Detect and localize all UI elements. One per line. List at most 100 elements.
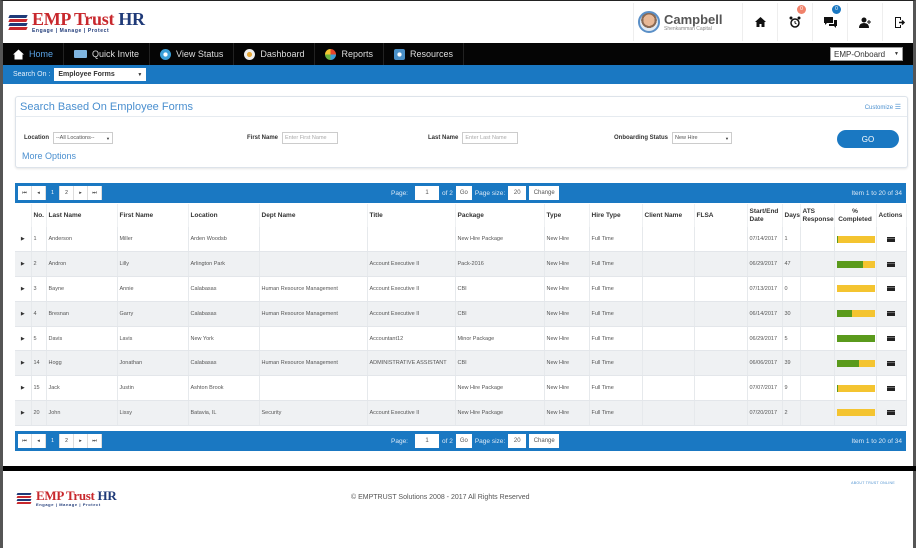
user-profile[interactable]: Campbell Shenkamman Capital	[633, 3, 743, 41]
next-page-button[interactable]: ▸	[74, 434, 88, 448]
nav-view-status[interactable]: View Status	[150, 43, 235, 65]
app-logo[interactable]: EMP Trust HR Engage | Manage | Protect	[8, 10, 145, 34]
actions-menu-icon[interactable]	[887, 385, 895, 391]
page-2-button[interactable]: 2	[60, 186, 74, 200]
page-input[interactable]: 1	[415, 434, 439, 448]
cell-date: 06/29/2017	[747, 251, 783, 278]
expand-row-icon[interactable]: ▶	[15, 301, 32, 327]
page-2-button[interactable]: 2	[60, 434, 74, 448]
table-row[interactable]: ▶ 15 Jack Justin Ashton Brook New Hire Packag…	[15, 375, 907, 402]
col-start-end-date[interactable]: Start/End Date	[747, 204, 783, 227]
cell-dept	[259, 375, 368, 402]
col-title[interactable]: Title	[367, 204, 456, 227]
table-row[interactable]: ▶ 3 Bayne Annie Calabasas Human Resource Mana…	[15, 276, 907, 302]
expand-row-icon[interactable]: ▶	[15, 350, 32, 377]
search-go-button[interactable]: GO	[837, 130, 899, 148]
search-on-label: Search On :	[13, 71, 51, 78]
first-page-button[interactable]: ⏮	[18, 186, 32, 200]
cell-first: Lissy	[117, 400, 189, 426]
cell-title: Account Executive II	[367, 276, 456, 302]
table-row[interactable]: ▶ 14 Hogg Jonathan Calabasas Human Resource M…	[15, 350, 907, 377]
col-hire-type[interactable]: Hire Type	[589, 204, 643, 227]
actions-menu-icon[interactable]	[887, 360, 895, 366]
table-row[interactable]: ▶ 2 Andron Lilly Arlington Park Account Execu…	[15, 251, 907, 278]
page-input[interactable]: 1	[415, 186, 439, 200]
col-no[interactable]: No.	[31, 204, 47, 227]
page-1-button[interactable]: 1	[46, 186, 60, 200]
expand-row-icon[interactable]: ▶	[15, 251, 32, 278]
table-row[interactable]: ▶ 5 Davis Lavis New York Accountant12 Minor Pa…	[15, 326, 907, 352]
col-type[interactable]: Type	[544, 204, 590, 227]
next-page-button[interactable]: ▸	[74, 186, 88, 200]
expand-row-icon[interactable]: ▶	[15, 227, 32, 253]
logout-icon[interactable]	[883, 3, 916, 41]
onboarding-status-field: Onboarding Status New Hire ▼	[614, 132, 732, 144]
customize-link[interactable]: Customize ☰	[865, 103, 901, 111]
cell-package: CBI	[455, 301, 545, 327]
cell-hire-type: Full Time	[589, 326, 643, 352]
col-dept-name[interactable]: Dept Name	[259, 204, 368, 227]
prev-page-button[interactable]: ◂	[32, 186, 46, 200]
chat-icon[interactable]: 0	[813, 3, 848, 41]
col-flsa[interactable]: FLSA	[694, 204, 748, 227]
actions-menu-icon[interactable]	[887, 286, 895, 292]
users-icon[interactable]	[848, 3, 883, 41]
cell-no: 14	[31, 350, 47, 377]
nav-quick-invite[interactable]: Quick Invite	[64, 43, 151, 65]
nav-resources[interactable]: Resources	[384, 43, 464, 65]
page-go-button[interactable]: Go	[455, 434, 472, 448]
col-ats-response[interactable]: ATS Response	[800, 204, 835, 227]
table-row[interactable]: ▶ 20 John Lissy Batavia, IL Security Account E…	[15, 400, 907, 426]
col-location[interactable]: Location	[188, 204, 260, 227]
location-select[interactable]: --All Locations-- ▼	[53, 132, 113, 144]
cell-ats	[800, 326, 835, 352]
col-first-name[interactable]: First Name	[117, 204, 189, 227]
page-size-input[interactable]: 20	[508, 186, 527, 200]
col-client-name[interactable]: Client Name	[642, 204, 695, 227]
first-page-button[interactable]: ⏮	[18, 434, 32, 448]
cell-type: New Hire	[544, 400, 590, 426]
page-go-button[interactable]: Go	[455, 186, 472, 200]
last-page-button[interactable]: ⏭	[88, 186, 102, 200]
nav-reports[interactable]: Reports	[315, 43, 384, 65]
search-on-select[interactable]: Employee Forms ▼	[54, 68, 147, 81]
actions-menu-icon[interactable]	[887, 311, 895, 317]
page-size-input[interactable]: 20	[508, 434, 527, 448]
actions-menu-icon[interactable]	[887, 236, 895, 242]
prev-page-button[interactable]: ◂	[32, 434, 46, 448]
cell-ats	[800, 301, 835, 327]
first-name-input[interactable]: Enter First Name	[282, 132, 339, 144]
col-pct-completed[interactable]: % Completed	[834, 204, 877, 227]
table-row[interactable]: ▶ 4 Bresnan Garry Calabasas Human Resource Ma…	[15, 301, 907, 327]
home-icon[interactable]	[743, 3, 778, 41]
expand-row-icon[interactable]: ▶	[15, 326, 32, 352]
cell-days: 39	[782, 350, 801, 377]
col-last-name[interactable]: Last Name	[46, 204, 118, 227]
page-size-change-button[interactable]: Change	[529, 434, 560, 448]
expand-row-icon[interactable]: ▶	[15, 400, 32, 426]
actions-menu-icon[interactable]	[887, 261, 895, 267]
col-days[interactable]: Days	[782, 204, 801, 227]
page-size-change-button[interactable]: Change	[529, 186, 560, 200]
search-on-bar: Search On : Employee Forms ▼	[3, 65, 913, 84]
alarm-icon[interactable]: 0	[778, 3, 813, 41]
cell-date: 06/29/2017	[747, 326, 783, 352]
cell-pct-completed	[834, 326, 877, 352]
nav-dashboard[interactable]: Dashboard	[234, 43, 316, 65]
page-1-button[interactable]: 1	[46, 434, 60, 448]
nav-home[interactable]: Home	[3, 43, 65, 65]
table-row[interactable]: ▶ 1 Anderson Miller Arden Woodsb New Hire Pac…	[15, 227, 907, 253]
module-select[interactable]: EMP-Onboard ▼	[830, 47, 903, 61]
last-name-input[interactable]: Enter Last Name	[462, 132, 519, 144]
footer-link[interactable]: ABOUT TRUST ONLINE	[851, 481, 895, 485]
actions-menu-icon[interactable]	[887, 410, 895, 416]
col-package[interactable]: Package	[455, 204, 545, 227]
actions-menu-icon[interactable]	[887, 336, 895, 342]
onboarding-status-select[interactable]: New Hire ▼	[672, 132, 732, 144]
progress-fill	[836, 235, 839, 243]
expand-row-icon[interactable]: ▶	[15, 276, 32, 302]
expand-row-icon[interactable]: ▶	[15, 375, 32, 402]
cell-first: Justin	[117, 375, 189, 402]
last-page-button[interactable]: ⏭	[88, 434, 102, 448]
more-options-link[interactable]: More Options	[22, 151, 77, 161]
